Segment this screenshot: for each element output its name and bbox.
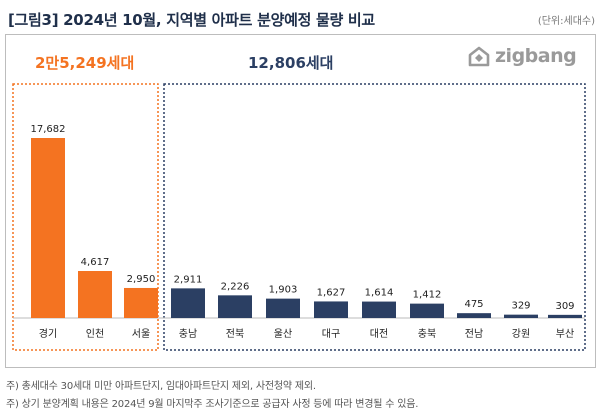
chart-title: [그림3] 2024년 10월, 지역별 아파트 분양예정 물량 비교 bbox=[8, 11, 375, 29]
category-label-인천: 인천 bbox=[86, 328, 104, 340]
value-label-서울: 2,950 bbox=[127, 274, 156, 285]
footnote-1: 주) 총세대수 30세대 미만 아파트단지, 임대아파트단지 제외, 사전청약 … bbox=[6, 381, 316, 392]
bar-전남 bbox=[457, 313, 491, 318]
bar-충남 bbox=[171, 288, 205, 318]
category-label-서울: 서울 bbox=[132, 328, 150, 340]
chart-frame bbox=[5, 34, 596, 368]
value-label-울산: 1,903 bbox=[269, 285, 298, 296]
value-label-대구: 1,627 bbox=[317, 287, 346, 298]
value-label-충남: 2,911 bbox=[174, 274, 203, 285]
metro-total-label: 2만5,249세대 bbox=[35, 54, 135, 72]
category-label-대전: 대전 bbox=[370, 328, 388, 340]
value-label-부산: 309 bbox=[555, 301, 574, 312]
zigbang-logo-icon bbox=[468, 46, 490, 67]
logo-text: zigbang bbox=[495, 45, 577, 67]
category-label-경기: 경기 bbox=[39, 327, 57, 340]
category-label-대구: 대구 bbox=[322, 328, 340, 340]
bar-부산 bbox=[548, 314, 582, 318]
province-group-box bbox=[163, 83, 586, 351]
footnote-2: 주) 상기 분양계획 내용은 2024년 9월 마지막주 조사기준으로 공급자 … bbox=[6, 399, 419, 410]
zigbang-logo: zigbang bbox=[467, 43, 577, 69]
category-label-강원: 강원 bbox=[512, 328, 530, 340]
category-label-울산: 울산 bbox=[274, 328, 292, 340]
bar-충북 bbox=[410, 303, 444, 318]
bar-울산 bbox=[266, 298, 300, 318]
value-label-경기: 17,682 bbox=[31, 124, 66, 135]
value-label-전북: 2,226 bbox=[221, 281, 250, 292]
category-label-충북: 충북 bbox=[418, 328, 436, 340]
bar-전북 bbox=[218, 295, 252, 318]
category-label-충남: 충남 bbox=[179, 328, 197, 340]
province-total-label: 12,806세대 bbox=[248, 54, 334, 72]
value-label-충북: 1,412 bbox=[413, 290, 442, 301]
unit-label: (단위:세대수) bbox=[537, 16, 595, 27]
bar-인천 bbox=[78, 270, 112, 318]
bar-대구 bbox=[314, 301, 348, 318]
value-label-강원: 329 bbox=[511, 301, 530, 312]
category-label-부산: 부산 bbox=[556, 328, 574, 340]
metro-group-box bbox=[12, 83, 159, 351]
bar-강원 bbox=[504, 314, 538, 318]
value-label-인천: 4,617 bbox=[81, 257, 110, 268]
value-label-대전: 1,614 bbox=[365, 288, 394, 299]
category-label-전북: 전북 bbox=[226, 328, 244, 340]
bar-경기 bbox=[31, 138, 65, 318]
category-label-전남: 전남 bbox=[465, 328, 483, 340]
value-label-전남: 475 bbox=[464, 299, 483, 310]
bar-서울 bbox=[124, 287, 158, 318]
bar-대전 bbox=[362, 301, 396, 318]
